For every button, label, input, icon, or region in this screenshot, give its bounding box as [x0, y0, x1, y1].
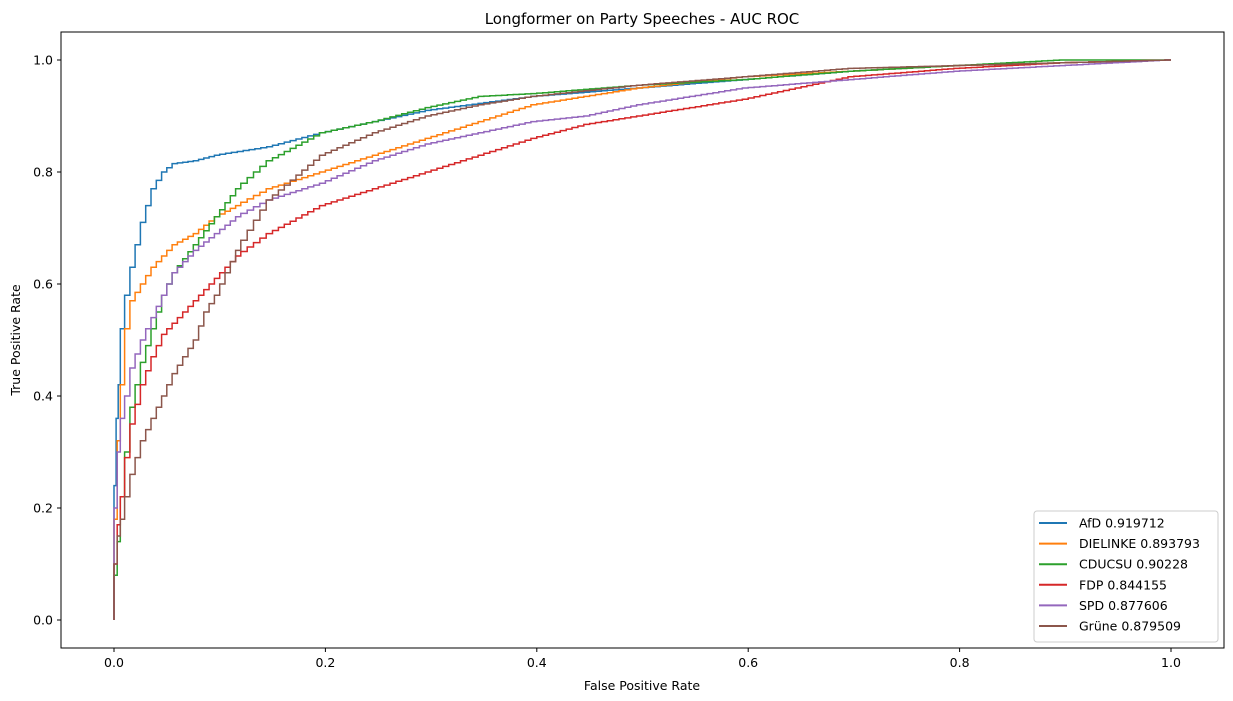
x-tick-label: 0.6	[738, 655, 758, 670]
x-axis-ticks: 0.0 0.2 0.4 0.6 0.8 1.0	[104, 648, 1181, 670]
y-axis-ticks: 0.0 0.2 0.4 0.6 0.8 1.0	[33, 53, 61, 628]
y-tick-label: 1.0	[33, 53, 53, 68]
roc-curves	[113, 59, 1171, 620]
y-tick-label: 0.0	[33, 613, 53, 628]
roc-curve-spd	[113, 59, 1171, 620]
roc-curve-afd	[113, 59, 1171, 620]
legend-label: DIELINKE 0.893793	[1079, 536, 1200, 551]
legend-label: AfD 0.919712	[1079, 516, 1165, 531]
legend-label: CDUCSU 0.90228	[1079, 557, 1188, 572]
x-tick-label: 0.8	[950, 655, 970, 670]
roc-curve-cducsu	[113, 59, 1171, 620]
axes-frame	[60, 31, 1225, 649]
x-axis-label: False Positive Rate	[584, 678, 700, 693]
y-tick-label: 0.4	[33, 389, 53, 404]
legend: AfD 0.919712 DIELINKE 0.893793 CDUCSU 0.90…	[1033, 510, 1219, 643]
x-tick-label: 0.4	[527, 655, 547, 670]
y-tick-label: 0.8	[33, 165, 53, 180]
roc-curve-fdp	[113, 59, 1171, 620]
legend-label: SPD 0.877606	[1079, 598, 1168, 613]
roc-curve-dielinke	[113, 59, 1171, 620]
chart-title: Longformer on Party Speeches - AUC ROC	[485, 10, 800, 28]
roc-curve-grüne	[113, 59, 1171, 620]
legend-label: FDP 0.844155	[1079, 577, 1167, 592]
y-tick-label: 0.2	[33, 501, 53, 516]
x-tick-label: 0.2	[315, 655, 335, 670]
legend-label: Grüne 0.879509	[1079, 619, 1181, 634]
y-axis-label: True Positive Rate	[8, 284, 23, 397]
x-tick-label: 1.0	[1161, 655, 1181, 670]
legend-box	[1033, 510, 1219, 643]
x-tick-label: 0.0	[104, 655, 124, 670]
y-tick-label: 0.6	[33, 277, 53, 292]
